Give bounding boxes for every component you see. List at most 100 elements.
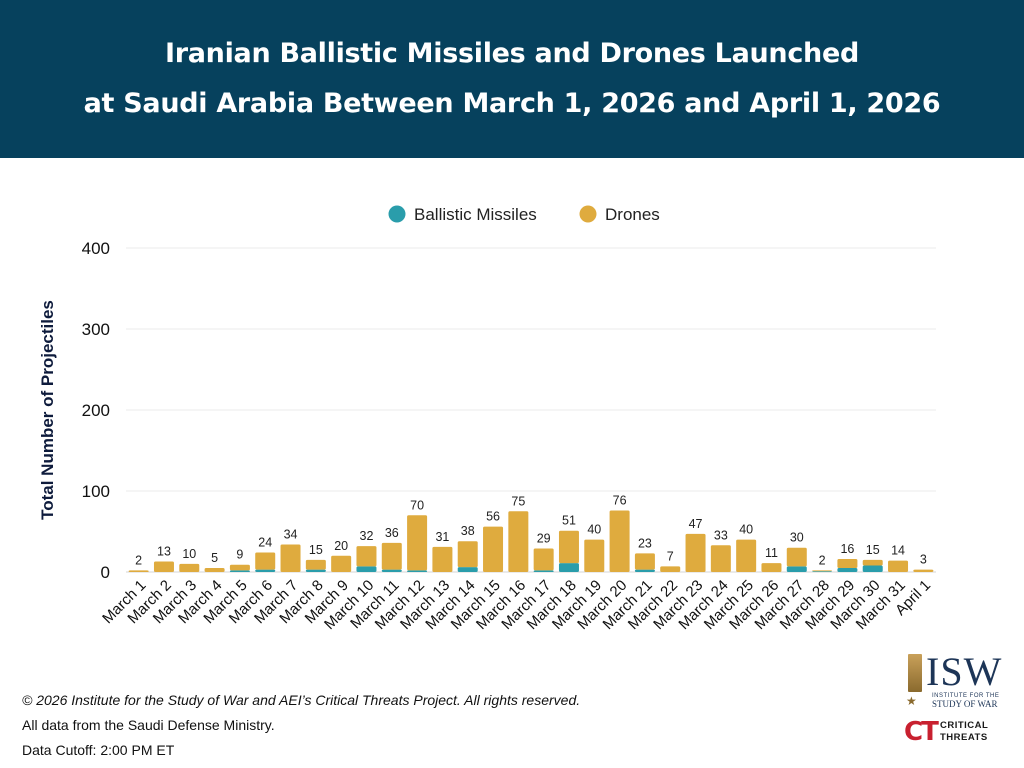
data-cutoff-note: Data Cutoff: 2:00 PM ET [22, 742, 175, 758]
y-tick-label: 100 [82, 482, 110, 501]
data-label-total: 14 [891, 544, 905, 558]
data-label-total: 16 [840, 542, 854, 556]
bar-drones [280, 544, 301, 572]
isw-logo-subtitle-2: STUDY OF WAR [932, 699, 998, 709]
ct-logo-word-2: THREATS [940, 732, 988, 743]
bar-ballistic-missiles [533, 570, 554, 572]
data-label-total: 30 [790, 531, 804, 545]
isw-logo-subtitle-1: INSTITUTE FOR THE [932, 693, 1000, 699]
bar-drones [584, 539, 605, 572]
ct-logo-mark: CT [904, 717, 939, 747]
bar-drones [432, 546, 453, 572]
ct-logo-word-1: CRITICAL [940, 720, 989, 731]
bar-drones [407, 515, 428, 571]
data-label-total: 7 [667, 549, 674, 563]
data-label-total: 51 [562, 514, 576, 528]
bar-ballistic-missiles [407, 570, 428, 572]
data-label-total: 70 [410, 498, 424, 512]
title-banner: Iranian Ballistic Missiles and Drones La… [0, 0, 1024, 158]
bar-drones [609, 510, 630, 572]
bar-drones [710, 545, 731, 572]
data-label-total: 40 [587, 523, 601, 537]
bar-drones [204, 567, 225, 572]
data-label-total: 23 [638, 536, 652, 550]
data-label-total: 36 [385, 526, 399, 540]
bar-ballistic-missiles [862, 565, 883, 572]
data-label-total: 40 [739, 523, 753, 537]
bar-ballistic-missiles [305, 569, 326, 572]
y-tick-label: 400 [82, 239, 110, 258]
data-label-total: 15 [866, 543, 880, 557]
legend-swatch-drones [579, 205, 597, 223]
bar-drones [558, 530, 579, 564]
data-label-total: 47 [689, 517, 703, 531]
data-label-total: 5 [211, 551, 218, 565]
legend-label-ballistic-missiles: Ballistic Missiles [414, 205, 537, 224]
bar-ballistic-missiles [229, 570, 250, 572]
data-source-note: All data from the Saudi Defense Ministry… [22, 717, 275, 733]
bar-ballistic-missiles [558, 563, 579, 572]
bar-drones [888, 560, 909, 572]
data-label-total: 75 [511, 494, 525, 508]
data-label-total: 29 [537, 532, 551, 546]
bar-drones [786, 547, 807, 567]
title-line-2: at Saudi Arabia Between March 1, 2026 an… [83, 88, 941, 119]
bar-drones [761, 563, 782, 572]
data-label-total: 33 [714, 528, 728, 542]
bar-drones [229, 564, 250, 571]
data-label-total: 11 [765, 546, 778, 560]
y-axis-label: Total Number of Projectiles [38, 300, 57, 520]
data-label-total: 3 [920, 553, 927, 567]
bar-drones [153, 561, 174, 572]
bar-ballistic-missiles [634, 569, 655, 572]
y-tick-label: 200 [82, 401, 110, 420]
data-label-total: 32 [360, 529, 374, 543]
bar-drones [862, 559, 883, 566]
title-line-1: Iranian Ballistic Missiles and Drones La… [164, 38, 860, 69]
bar-ballistic-missiles [786, 566, 807, 572]
data-label-total: 15 [309, 543, 323, 557]
data-label-total: 13 [157, 544, 171, 558]
isw-column-icon [908, 654, 922, 692]
bar-drones [179, 563, 200, 572]
data-label-total: 31 [435, 530, 449, 544]
data-label-total: 76 [613, 493, 627, 507]
bar-drones [736, 539, 757, 572]
bar-drones [305, 559, 326, 570]
bar-chart: 0 100 200 300 400 Total Number of Projectiles… [38, 205, 936, 633]
bar-drones [128, 570, 149, 572]
bar-ballistic-missiles [255, 569, 276, 572]
footer: © 2026 Institute for the Study of War an… [22, 688, 580, 763]
data-label-total: 20 [334, 539, 348, 553]
bar-drones [331, 555, 352, 572]
bar-ballistic-missiles [457, 567, 478, 572]
bar-ballistic-missiles [381, 569, 402, 572]
legend-label-drones: Drones [605, 205, 660, 224]
data-label-total: 9 [236, 548, 243, 562]
y-tick-label: 300 [82, 320, 110, 339]
bar-drones [533, 548, 554, 571]
bar-ballistic-missiles [812, 571, 833, 572]
bar-drones [381, 542, 402, 570]
bar-drones [812, 570, 833, 572]
isw-logo: ISW ★ INSTITUTE FOR THE STUDY OF WAR [906, 649, 1002, 710]
bar-drones [356, 546, 377, 567]
bar-drones [508, 511, 529, 572]
data-label-total: 10 [182, 547, 196, 561]
y-tick-label: 0 [101, 563, 110, 582]
star-icon: ★ [906, 694, 917, 708]
bar-drones [457, 541, 478, 568]
data-label-total: 24 [258, 536, 272, 550]
legend-swatch-ballistic-missiles [388, 205, 406, 223]
bar-ballistic-missiles [837, 567, 858, 572]
bar-drones [913, 569, 934, 572]
data-label-total: 2 [135, 553, 142, 567]
data-label-total: 38 [461, 524, 475, 538]
bar-drones [483, 526, 504, 572]
bar-drones [837, 559, 858, 568]
data-label-total: 34 [284, 527, 298, 541]
bar-drones [660, 566, 681, 572]
data-label-total: 2 [819, 553, 826, 567]
bar-drones [255, 552, 276, 570]
copyright-notice: © 2026 Institute for the Study of War an… [22, 692, 581, 708]
